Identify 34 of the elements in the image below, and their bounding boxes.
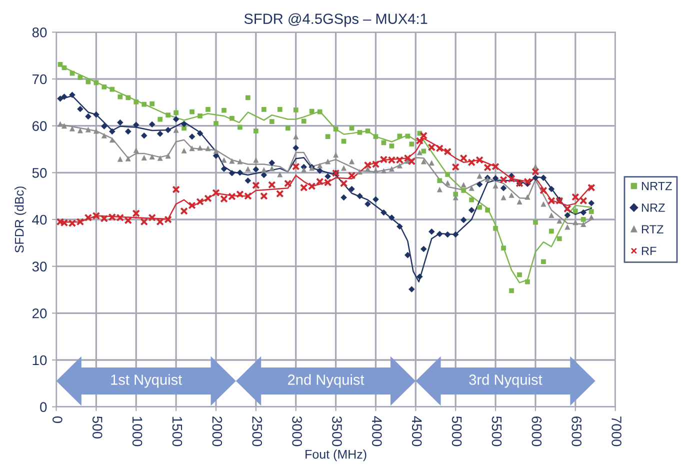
x-tick-label: 4500: [412, 416, 422, 446]
annotation: 3rd Nyquist: [469, 374, 542, 388]
legend-label: NRTZ: [642, 182, 672, 190]
chart-title: SFDR @4.5GSps – MUX4:1: [244, 13, 428, 27]
x-tick-label: 500: [92, 416, 102, 438]
x-tick-label: 0: [52, 416, 62, 424]
y-axis-title: SFDR (dBc): [14, 186, 26, 253]
annotation: 2nd Nyquist: [288, 374, 364, 388]
x-tick-label: 1500: [172, 416, 182, 446]
x-tick-label: 1000: [132, 416, 142, 446]
x-tick-label: 7000: [612, 416, 622, 446]
legend-label: NRZ: [642, 204, 665, 212]
x-tick-label: 3000: [292, 416, 302, 446]
x-tick-label: 5500: [492, 416, 502, 446]
x-tick-label: 6000: [532, 416, 542, 446]
y-tick-label: 20: [32, 308, 47, 318]
legend-label: RF: [642, 246, 656, 255]
x-tick-label: 3500: [332, 416, 342, 446]
y-tick-label: 0: [40, 402, 47, 412]
legend-label: RTZ: [642, 225, 664, 234]
y-tick-label: 70: [32, 74, 47, 84]
x-tick-label: 6500: [572, 416, 582, 446]
y-tick-label: 60: [32, 121, 47, 131]
x-axis-title: Fout (MHz): [306, 450, 366, 462]
y-tick-label: 40: [32, 214, 47, 225]
x-tick-label: 2500: [252, 416, 262, 446]
x-tick-label: 2000: [212, 416, 222, 446]
y-tick-label: 50: [32, 168, 47, 178]
annotation: 1st Nyquist: [111, 374, 182, 388]
y-tick-label: 30: [32, 262, 47, 272]
y-tick-label: 80: [32, 27, 47, 38]
y-tick-label: 10: [32, 355, 47, 366]
x-tick-label: 4000: [372, 416, 382, 446]
x-tick-label: 5000: [452, 416, 462, 446]
